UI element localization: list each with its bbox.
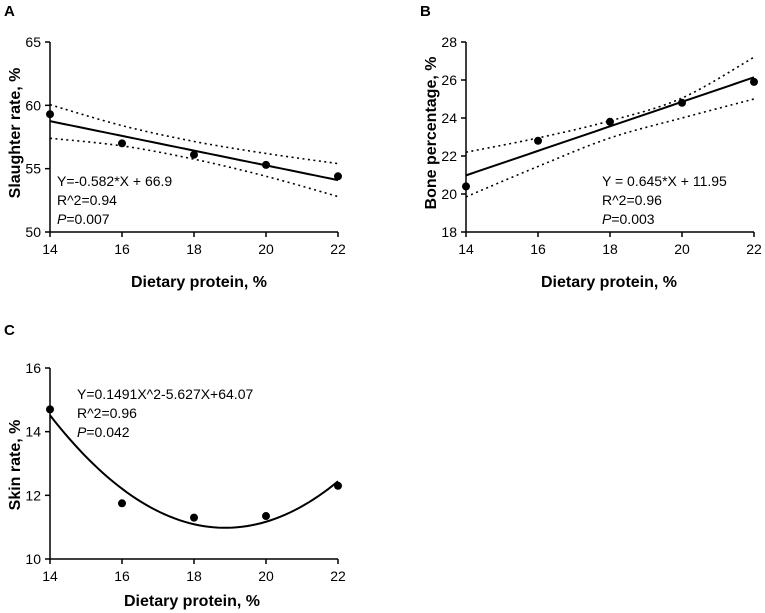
y-tick-label: 16 — [25, 360, 41, 376]
y-tick-label: 50 — [25, 224, 41, 240]
x-tick-label: 14 — [458, 241, 474, 257]
regression-fit-line — [49, 414, 339, 529]
y-tick-label: 12 — [25, 487, 41, 503]
p-value-number: =0.042 — [86, 424, 129, 440]
x-tick-label: 22 — [330, 241, 346, 257]
panel-a-x-tick-labels: 14 16 18 20 22 — [42, 241, 346, 257]
panel-c-x-title: Dietary protein, % — [124, 593, 260, 610]
panel-c-annotation: Y=0.1491X^2-5.627X+64.07 R^2=0.96 P=0.04… — [77, 386, 253, 440]
x-tick-label: 20 — [258, 568, 274, 584]
p-value-number: =0.007 — [66, 211, 109, 227]
panel-b-marks — [461, 41, 758, 237]
data-point — [750, 77, 758, 86]
data-point — [262, 512, 270, 521]
p-symbol: P — [57, 211, 67, 227]
y-tick-label: 20 — [441, 186, 457, 202]
panel-b: B Bone percentage, % Dietary protein, % … — [420, 3, 762, 291]
ci-upper-band — [49, 103, 339, 165]
panel-c-equation: Y=0.1491X^2-5.627X+64.07 — [77, 386, 253, 402]
data-point — [46, 405, 54, 414]
data-point — [118, 499, 126, 508]
panel-a-r-squared: R^2=0.94 — [57, 192, 117, 208]
data-point — [190, 513, 198, 522]
panel-b-y-title: Bone percentage, % — [423, 57, 440, 210]
panel-a-label: A — [4, 3, 15, 20]
y-tick-label: 22 — [441, 148, 457, 164]
data-point — [462, 182, 470, 191]
y-tick-label: 10 — [25, 551, 41, 567]
data-point — [606, 117, 614, 126]
data-point — [334, 172, 342, 181]
data-point — [334, 481, 342, 490]
panel-c: C Skin rate, % Dietary protein, % 14 16 … — [4, 322, 346, 610]
panel-b-p-value: P=0.003 — [602, 211, 655, 227]
p-symbol: P — [602, 211, 612, 227]
data-point — [190, 150, 198, 159]
panel-a-marks — [45, 41, 342, 237]
x-tick-label: 22 — [746, 241, 762, 257]
x-tick-label: 20 — [258, 241, 274, 257]
panel-b-equation: Y = 0.645*X + 11.95 — [602, 173, 727, 189]
panel-c-y-tick-labels: 10 12 14 16 — [25, 360, 41, 567]
panel-c-y-title: Skin rate, % — [7, 420, 24, 511]
y-tick-label: 55 — [25, 161, 41, 177]
data-point — [46, 110, 54, 119]
x-tick-label: 16 — [114, 568, 130, 584]
panel-c-marks — [45, 367, 342, 564]
x-tick-label: 22 — [330, 568, 346, 584]
panel-b-label: B — [420, 3, 431, 20]
y-tick-label: 14 — [25, 424, 41, 440]
data-point — [118, 139, 126, 148]
panel-a-annotation: Y=-0.582*X + 66.9 R^2=0.94 P=0.007 — [57, 173, 172, 227]
regression-fit-line — [465, 76, 755, 177]
ci-upper-band — [465, 56, 755, 153]
x-tick-label: 14 — [42, 568, 58, 584]
panel-c-r-squared: R^2=0.96 — [77, 405, 137, 421]
panel-b-annotation: Y = 0.645*X + 11.95 R^2=0.96 P=0.003 — [602, 173, 727, 227]
x-tick-label: 18 — [186, 568, 202, 584]
panel-b-r-squared: R^2=0.96 — [602, 192, 662, 208]
p-value-number: =0.003 — [611, 211, 654, 227]
y-tick-label: 65 — [25, 34, 41, 50]
panel-a-equation: Y=-0.582*X + 66.9 — [57, 173, 172, 189]
data-point — [262, 160, 270, 169]
data-point — [534, 136, 542, 145]
panel-b-x-title: Dietary protein, % — [541, 274, 677, 291]
regression-fit-line — [49, 120, 339, 182]
x-tick-label: 18 — [186, 241, 202, 257]
panel-a-y-tick-labels: 50 55 60 65 — [25, 34, 41, 240]
y-tick-label: 28 — [441, 34, 457, 50]
ci-lower-band — [465, 98, 755, 198]
panel-a-x-title: Dietary protein, % — [131, 274, 267, 291]
panel-a-p-value: P=0.007 — [57, 211, 110, 227]
x-tick-label: 14 — [42, 241, 58, 257]
panel-b-x-tick-labels: 14 16 18 20 22 — [458, 241, 762, 257]
p-symbol: P — [77, 424, 87, 440]
x-tick-label: 18 — [602, 241, 618, 257]
panel-c-x-tick-labels: 14 16 18 20 22 — [42, 568, 346, 584]
panel-c-label: C — [4, 322, 15, 339]
data-point — [678, 98, 686, 107]
panel-a-y-title: Slaughter rate, % — [7, 68, 24, 199]
x-tick-label: 16 — [114, 241, 130, 257]
y-tick-label: 18 — [441, 224, 457, 240]
panel-a: A Slaughter rate, % Dietary protein, % 1… — [4, 3, 346, 291]
panel-c-p-value: P=0.042 — [77, 424, 130, 440]
y-tick-label: 60 — [25, 97, 41, 113]
y-tick-label: 26 — [441, 72, 457, 88]
panel-b-y-tick-labels: 18 20 22 24 26 28 — [441, 34, 457, 240]
x-tick-label: 16 — [530, 241, 546, 257]
x-tick-label: 20 — [674, 241, 690, 257]
y-tick-label: 24 — [441, 110, 457, 126]
